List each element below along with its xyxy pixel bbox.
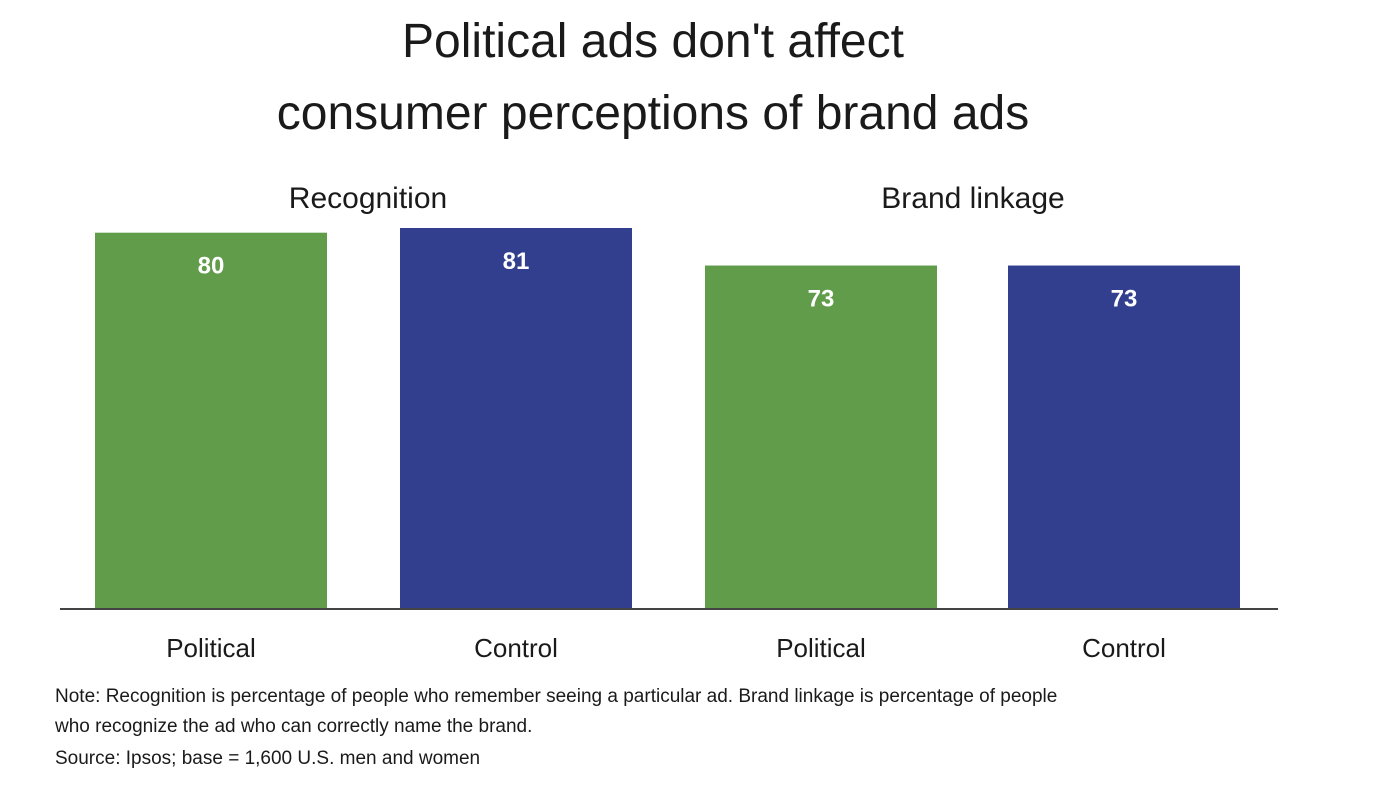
bar-recognition-control xyxy=(400,228,632,608)
group-label-recognition: Recognition xyxy=(289,182,447,215)
value-label-recognition-control: 81 xyxy=(503,248,530,275)
chart-note-line-2: who recognize the ad who can correctly n… xyxy=(55,716,533,737)
value-label-brand-linkage-political: 73 xyxy=(808,286,835,313)
chart-source: Source: Ipsos; base = 1,600 U.S. men and… xyxy=(55,748,481,769)
category-label-political-recognition: Political xyxy=(166,633,256,663)
category-label-political-brand-linkage: Political xyxy=(776,633,866,663)
chart-note-line-1: Note: Recognition is percentage of peopl… xyxy=(55,686,1058,707)
chart-title-line-2: consumer perceptions of brand ads xyxy=(276,87,1030,140)
category-label-control-recognition: Control xyxy=(474,633,558,663)
category-label-control-brand-linkage: Control xyxy=(1082,633,1166,663)
chart-title-line-1: Political ads don't affect xyxy=(402,15,904,68)
value-label-recognition-political: 80 xyxy=(198,253,225,280)
bar-recognition-political xyxy=(95,232,327,609)
bar-brand-linkage-control xyxy=(1008,265,1240,608)
bar-brand-linkage-political xyxy=(705,265,937,608)
group-label-brand-linkage: Brand linkage xyxy=(881,182,1064,215)
value-label-brand-linkage-control: 73 xyxy=(1111,286,1138,313)
bar-chart: Recognition Brand linkage 80 81 73 73 Politica… xyxy=(60,182,1278,663)
